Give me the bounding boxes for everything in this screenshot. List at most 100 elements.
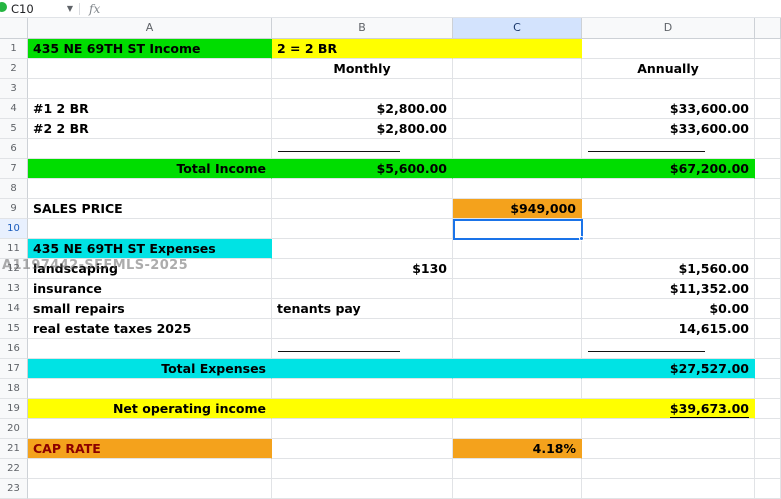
cell-A13[interactable]: insurance bbox=[28, 279, 272, 299]
select-all-corner[interactable] bbox=[0, 18, 28, 39]
cell-D12[interactable]: $1,560.00 bbox=[582, 259, 755, 279]
cell-D15[interactable]: 14,615.00 bbox=[582, 319, 755, 339]
cell-C16[interactable] bbox=[453, 339, 582, 359]
row-header-3[interactable]: 3 bbox=[0, 79, 28, 99]
cell-B13[interactable] bbox=[272, 279, 453, 299]
row-header-22[interactable]: 22 bbox=[0, 459, 28, 479]
row-header-14[interactable]: 14 bbox=[0, 299, 28, 319]
cell-B11[interactable] bbox=[272, 239, 453, 259]
cell-E18[interactable] bbox=[755, 379, 781, 399]
cell-E8[interactable] bbox=[755, 179, 781, 199]
cell-A21[interactable]: CAP RATE bbox=[28, 439, 272, 459]
cell-B3[interactable] bbox=[272, 79, 453, 99]
cell-B21[interactable] bbox=[272, 439, 453, 459]
column-header-E[interactable] bbox=[755, 18, 781, 39]
cell-D16[interactable] bbox=[582, 339, 755, 359]
row-header-2[interactable]: 2 bbox=[0, 59, 28, 79]
row-header-6[interactable]: 6 bbox=[0, 139, 28, 159]
cell-C8[interactable] bbox=[453, 179, 582, 199]
cell-C9[interactable]: $949,000 bbox=[453, 199, 582, 219]
cell-C15[interactable] bbox=[453, 319, 582, 339]
cell-C18[interactable] bbox=[453, 379, 582, 399]
cell-A2[interactable] bbox=[28, 59, 272, 79]
cell-D19[interactable]: $39,673.00 bbox=[582, 399, 755, 419]
cell-D21[interactable] bbox=[582, 439, 755, 459]
cell-B2[interactable]: Monthly bbox=[272, 59, 453, 79]
cell-B23[interactable] bbox=[272, 479, 453, 499]
cell-A8[interactable] bbox=[28, 179, 272, 199]
cell-B15[interactable] bbox=[272, 319, 453, 339]
cell-E13[interactable] bbox=[755, 279, 781, 299]
cell-D11[interactable] bbox=[582, 239, 755, 259]
row-header-15[interactable]: 15 bbox=[0, 319, 28, 339]
cell-C22[interactable] bbox=[453, 459, 582, 479]
cell-D2[interactable]: Annually bbox=[582, 59, 755, 79]
cell-D1[interactable] bbox=[582, 39, 755, 59]
cell-B17[interactable] bbox=[272, 359, 453, 379]
cell-A5[interactable]: #2 2 BR bbox=[28, 119, 272, 139]
cell-C7[interactable] bbox=[453, 159, 582, 179]
row-header-11[interactable]: 11 bbox=[0, 239, 28, 259]
cell-D4[interactable]: $33,600.00 bbox=[582, 99, 755, 119]
cell-E4[interactable] bbox=[755, 99, 781, 119]
column-header-C[interactable]: C bbox=[453, 18, 582, 39]
cell-E20[interactable] bbox=[755, 419, 781, 439]
cell-E3[interactable] bbox=[755, 79, 781, 99]
cell-E1[interactable] bbox=[755, 39, 781, 59]
cell-B18[interactable] bbox=[272, 379, 453, 399]
cell-A16[interactable] bbox=[28, 339, 272, 359]
chevron-down-icon[interactable]: ▼ bbox=[66, 4, 73, 13]
cell-C5[interactable] bbox=[453, 119, 582, 139]
cell-C13[interactable] bbox=[453, 279, 582, 299]
cell-D9[interactable] bbox=[582, 199, 755, 219]
cell-E2[interactable] bbox=[755, 59, 781, 79]
cell-D17[interactable]: $27,527.00 bbox=[582, 359, 755, 379]
cell-C3[interactable] bbox=[453, 79, 582, 99]
cell-B20[interactable] bbox=[272, 419, 453, 439]
row-header-13[interactable]: 13 bbox=[0, 279, 28, 299]
cell-A22[interactable] bbox=[28, 459, 272, 479]
row-header-10[interactable]: 10 bbox=[0, 219, 28, 239]
cell-B4[interactable]: $2,800.00 bbox=[272, 99, 453, 119]
row-header-1[interactable]: 1 bbox=[0, 39, 28, 59]
cell-C21[interactable]: 4.18% bbox=[453, 439, 582, 459]
cell-B9[interactable] bbox=[272, 199, 453, 219]
cell-B10[interactable] bbox=[272, 219, 453, 239]
cell-E23[interactable] bbox=[755, 479, 781, 499]
row-header-5[interactable]: 5 bbox=[0, 119, 28, 139]
cell-D20[interactable] bbox=[582, 419, 755, 439]
cell-A9[interactable]: SALES PRICE bbox=[28, 199, 272, 219]
cell-D5[interactable]: $33,600.00 bbox=[582, 119, 755, 139]
row-header-18[interactable]: 18 bbox=[0, 379, 28, 399]
cell-A18[interactable] bbox=[28, 379, 272, 399]
cell-D6[interactable] bbox=[582, 139, 755, 159]
row-header-9[interactable]: 9 bbox=[0, 199, 28, 219]
cell-E22[interactable] bbox=[755, 459, 781, 479]
cell-E11[interactable] bbox=[755, 239, 781, 259]
cell-E6[interactable] bbox=[755, 139, 781, 159]
cell-A1[interactable]: 435 NE 69TH ST Income bbox=[28, 39, 272, 59]
cell-C4[interactable] bbox=[453, 99, 582, 119]
cell-A11[interactable]: 435 NE 69TH ST Expenses bbox=[28, 239, 272, 259]
column-header-A[interactable]: A bbox=[28, 18, 272, 39]
cell-E16[interactable] bbox=[755, 339, 781, 359]
cell-C23[interactable] bbox=[453, 479, 582, 499]
row-header-17[interactable]: 17 bbox=[0, 359, 28, 379]
fill-handle[interactable] bbox=[579, 236, 584, 241]
cell-C11[interactable] bbox=[453, 239, 582, 259]
cell-B6[interactable] bbox=[272, 139, 453, 159]
cell-D8[interactable] bbox=[582, 179, 755, 199]
cell-A4[interactable]: #1 2 BR bbox=[28, 99, 272, 119]
cell-C17[interactable] bbox=[453, 359, 582, 379]
cell-E19[interactable] bbox=[755, 399, 781, 419]
cell-B14[interactable]: tenants pay bbox=[272, 299, 453, 319]
cell-A23[interactable] bbox=[28, 479, 272, 499]
cell-C2[interactable] bbox=[453, 59, 582, 79]
cell-E12[interactable] bbox=[755, 259, 781, 279]
cell-D23[interactable] bbox=[582, 479, 755, 499]
cell-C14[interactable] bbox=[453, 299, 582, 319]
cell-E10[interactable] bbox=[755, 219, 781, 239]
cell-A12[interactable]: landscaping bbox=[28, 259, 272, 279]
cell-B16[interactable] bbox=[272, 339, 453, 359]
cell-B8[interactable] bbox=[272, 179, 453, 199]
